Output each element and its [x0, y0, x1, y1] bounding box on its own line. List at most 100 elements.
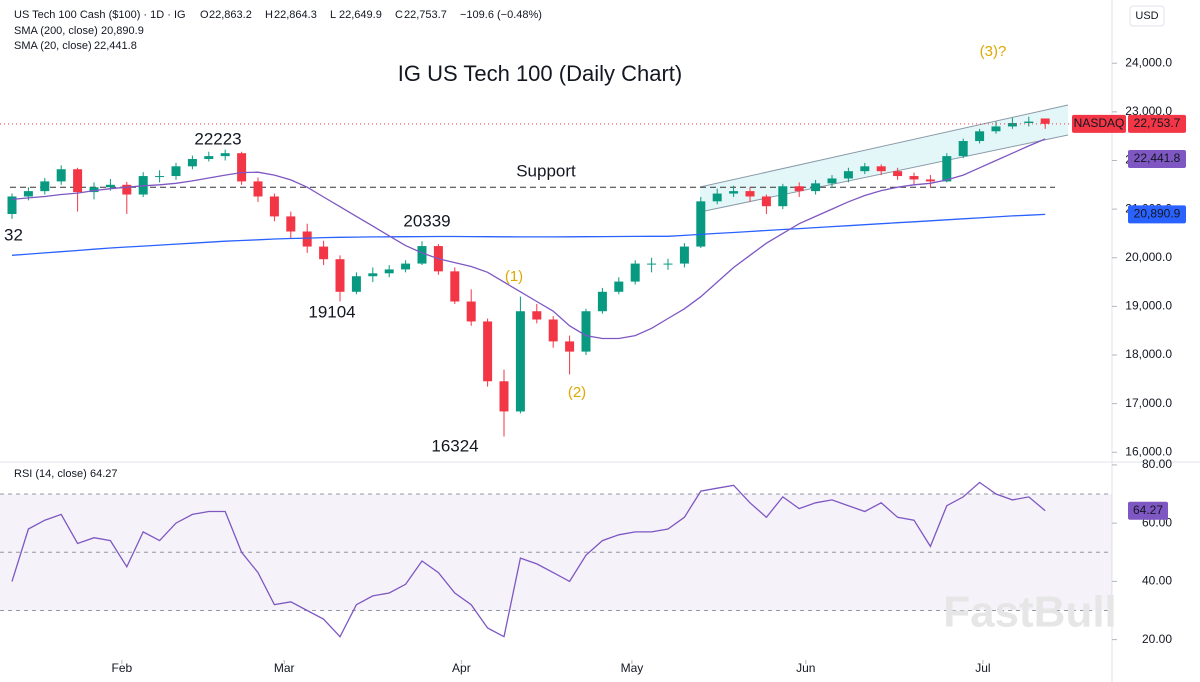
- y-tick-label: 17,000.0: [1125, 396, 1172, 410]
- candle-body: [401, 263, 411, 270]
- candle-body: [827, 178, 837, 184]
- candle-body: [417, 246, 427, 264]
- last-price-badge-box: [1128, 114, 1186, 133]
- candle-body: [483, 321, 493, 382]
- candle-body: [1007, 123, 1017, 127]
- legend-value: 64.27: [90, 468, 118, 480]
- candle-body: [532, 311, 542, 320]
- ohlc-value: 22,863.2: [209, 9, 252, 21]
- candle-body: [614, 281, 624, 292]
- candle-body: [253, 181, 263, 197]
- candle-body: [1040, 118, 1050, 124]
- candle-body: [40, 181, 50, 192]
- candle-body: [942, 156, 952, 182]
- candle-body: [351, 276, 361, 292]
- x-tick-label: Apr: [452, 661, 471, 675]
- ohlc-key: C: [395, 9, 403, 21]
- line: [11, 481, 1046, 638]
- candle-body: [548, 319, 558, 342]
- line: [11, 138, 1046, 340]
- exchange-badge-box: [1072, 114, 1126, 133]
- ohlc-value: 22,864.3: [274, 9, 317, 21]
- candle-body: [368, 273, 378, 277]
- series-badge-box: [1128, 149, 1186, 168]
- candle-body: [729, 191, 739, 194]
- candle-body: [237, 153, 247, 182]
- candle-body: [171, 166, 181, 177]
- y-tick-label: 19,000.0: [1125, 299, 1172, 313]
- wave-label: (1): [505, 268, 523, 285]
- line: [11, 213, 1046, 256]
- series-badge: 22,441.8: [1134, 151, 1181, 165]
- ohlc-key: H: [265, 9, 273, 21]
- plot: [0, 116, 1112, 638]
- candle-body: [187, 159, 197, 167]
- candle-body: [696, 201, 706, 247]
- candle-body: [647, 263, 657, 265]
- candle-body: [499, 381, 509, 412]
- candle-body: [56, 169, 66, 182]
- y-tick-label: 20,000.0: [1125, 250, 1172, 264]
- currency[interactable]: USD: [1135, 10, 1158, 22]
- candle-body: [204, 156, 214, 160]
- candle-body: [515, 311, 525, 412]
- legend-value: 22,441.8: [94, 40, 137, 52]
- x-tick-label: Jun: [796, 661, 815, 675]
- x-tick-label: Mar: [274, 661, 295, 675]
- candle-body: [843, 171, 853, 179]
- candle-body: [860, 166, 870, 172]
- candle-body: [286, 216, 296, 232]
- candle-body: [925, 179, 935, 182]
- candle-body: [893, 171, 903, 177]
- candle-body: [761, 196, 771, 207]
- candle-body: [122, 184, 132, 195]
- candle-body: [958, 141, 968, 157]
- y-tick-label: 80.00: [1142, 457, 1172, 471]
- candle-body: [105, 184, 115, 188]
- wave-label: (3)?: [980, 43, 1007, 60]
- candle-body: [384, 269, 394, 274]
- candle-body: [745, 191, 755, 197]
- chart-title: IG US Tech 100 (Daily Chart): [398, 61, 682, 86]
- candle-body: [565, 341, 575, 352]
- legend-name: RSI (14, close): [14, 468, 87, 480]
- legend-name: SMA (20, close): [14, 40, 92, 52]
- candle-body: [811, 183, 821, 192]
- ohlc-value: 22,649.9: [339, 9, 382, 21]
- x-tick-label: Feb: [112, 661, 133, 675]
- annotation: 22223: [194, 129, 241, 148]
- candle-body: [319, 246, 329, 260]
- candle-body: [778, 186, 788, 207]
- annotation: 20339: [403, 211, 450, 230]
- y-tick-label: 23,000.0: [1125, 104, 1172, 118]
- x-tick-label: Jul: [975, 661, 990, 675]
- candle-body: [630, 263, 640, 282]
- candle-body: [663, 263, 673, 265]
- ohlc-value: 22,753.7: [404, 9, 447, 21]
- x-tick-label: May: [621, 661, 644, 675]
- candle-body: [335, 259, 345, 292]
- candle-body: [712, 193, 722, 202]
- candle-body: [7, 196, 17, 214]
- candle-body: [991, 126, 1001, 132]
- ohlc-key: O: [200, 9, 209, 21]
- candle-body: [73, 169, 83, 193]
- candle-body: [302, 231, 312, 247]
- candle-body: [679, 246, 689, 264]
- y-tick-label: 24,000.0: [1125, 55, 1172, 69]
- candle-body: [909, 176, 919, 180]
- candle-body: [23, 191, 33, 197]
- wave-label: (2): [568, 384, 586, 401]
- candle-body: [794, 186, 804, 192]
- currency-box[interactable]: [1129, 5, 1165, 27]
- candle-body: [269, 196, 279, 217]
- annotation: 19104: [308, 302, 355, 321]
- series-badge-box: [1128, 205, 1186, 224]
- exchange-badge: NASDAQ: [1074, 116, 1125, 130]
- watermark: FastBull: [943, 588, 1117, 637]
- candle-body: [220, 153, 230, 157]
- candle-body: [876, 166, 886, 172]
- series-badge: 20,890.9: [1134, 207, 1181, 221]
- y-tick-label: 20.00: [1142, 632, 1172, 646]
